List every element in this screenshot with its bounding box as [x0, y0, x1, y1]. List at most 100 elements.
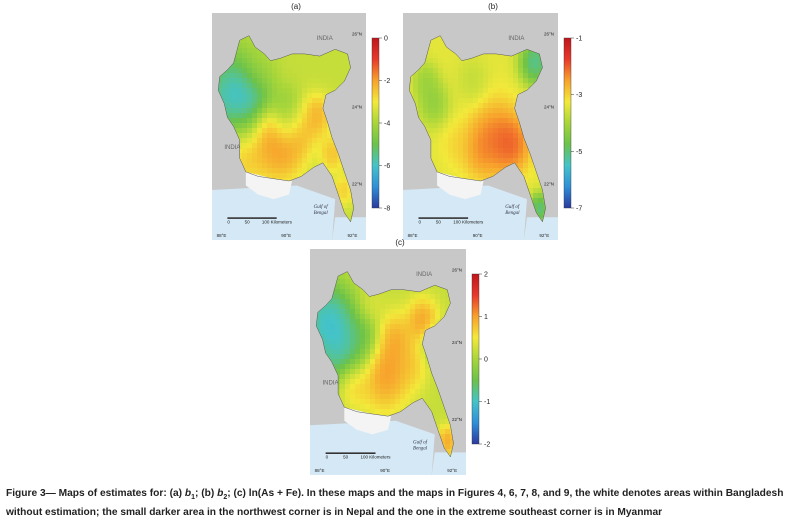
lat-tick-label: 22°N: [544, 182, 554, 187]
raster-cell: [307, 143, 313, 149]
raster-cell: [267, 73, 273, 79]
raster-cell: [267, 93, 273, 99]
raster-cell: [409, 138, 414, 144]
raster-cell: [277, 13, 283, 19]
raster-cell: [342, 178, 348, 184]
raster-cell: [380, 279, 386, 285]
raster-cell: [543, 68, 546, 74]
raster-cell: [455, 259, 461, 265]
raster-cell: [327, 168, 333, 174]
raster-cell: [292, 138, 298, 144]
raster-cell: [473, 83, 479, 89]
raster-cell: [420, 404, 426, 410]
raster-cell: [287, 18, 293, 24]
raster-cell: [433, 68, 439, 74]
raster-cell: [468, 73, 474, 79]
raster-cell: [425, 344, 431, 350]
raster-cell: [443, 163, 449, 169]
raster-cell: [282, 98, 288, 104]
raster-cell: [483, 35, 489, 39]
raster-cell: [237, 88, 243, 94]
raster-cell: [395, 294, 401, 300]
raster-cell: [455, 364, 461, 370]
raster-cell: [292, 53, 298, 59]
raster-cell: [440, 364, 446, 370]
raster-cell: [430, 309, 436, 315]
raster-cell: [330, 394, 336, 400]
raster-cell: [468, 133, 474, 139]
raster-cell: [409, 58, 414, 64]
raster-cell: [435, 279, 441, 285]
raster-cell: [317, 18, 323, 24]
raster-cell: [450, 434, 454, 440]
raster-cell: [478, 143, 484, 149]
raster-cell: [390, 259, 396, 265]
raster-cell: [257, 133, 263, 139]
raster-cell: [503, 93, 509, 99]
raster-cell: [438, 148, 444, 154]
raster-cell: [453, 78, 459, 84]
raster-cell: [548, 68, 554, 74]
raster-cell: [247, 73, 253, 79]
raster-cell: [385, 339, 391, 345]
panel-a-label: (a): [291, 2, 301, 11]
raster-cell: [410, 359, 416, 365]
raster-cell: [287, 93, 293, 99]
raster-cell: [315, 259, 321, 265]
raster-cell: [453, 173, 459, 179]
raster-cell: [322, 188, 328, 194]
raster-cell: [538, 213, 544, 219]
raster-cell: [267, 98, 273, 104]
raster-cell: [357, 173, 363, 179]
raster-cell: [413, 18, 419, 24]
raster-cell: [390, 364, 396, 370]
raster-cell: [548, 118, 554, 124]
raster-cell: [342, 158, 348, 164]
raster-cell: [473, 168, 479, 174]
raster-cell: [413, 128, 419, 134]
raster-cell: [335, 319, 341, 325]
raster-cell: [342, 153, 348, 159]
raster-cell: [543, 48, 546, 54]
raster-cell: [370, 284, 376, 290]
raster-cell: [312, 23, 318, 29]
raster-cell: [423, 28, 429, 34]
raster-cell: [498, 23, 504, 29]
raster-cell: [385, 374, 391, 380]
raster-cell: [528, 88, 534, 94]
raster-cell: [247, 148, 253, 154]
raster-cell: [316, 374, 321, 380]
raster-cell: [483, 28, 489, 34]
caption-prefix: Figure 3— Maps of estimates for: (a): [6, 488, 185, 499]
raster-cell: [455, 294, 461, 300]
raster-cell: [503, 58, 509, 64]
raster-cell: [445, 359, 451, 365]
raster-cell: [277, 98, 283, 104]
raster-cell: [218, 78, 223, 84]
raster-cell: [435, 264, 441, 270]
raster-cell: [463, 123, 469, 129]
raster-cell: [438, 153, 444, 159]
raster-cell: [403, 113, 409, 119]
raster-cell: [395, 409, 401, 415]
raster-cell: [428, 13, 434, 19]
raster-cell: [316, 414, 321, 420]
raster-cell: [307, 88, 313, 94]
raster-cell: [292, 163, 298, 169]
raster-cell: [375, 264, 381, 270]
raster-cell: [473, 73, 479, 79]
raster-cell: [440, 329, 446, 335]
raster-cell: [448, 158, 454, 164]
raster-cell: [468, 83, 474, 89]
raster-cell: [327, 88, 333, 94]
raster-cell: [237, 183, 243, 189]
raster-cell: [360, 314, 366, 320]
raster-cell: [292, 28, 298, 34]
raster-cell: [327, 188, 333, 194]
raster-cell: [272, 53, 278, 59]
raster-cell: [282, 113, 288, 119]
raster-cell: [385, 409, 391, 415]
raster-cell: [302, 183, 308, 189]
raster-cell: [316, 409, 321, 415]
raster-cell: [430, 384, 436, 390]
